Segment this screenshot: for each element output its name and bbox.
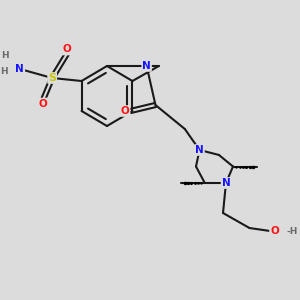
Text: O: O (39, 98, 48, 109)
Text: N: N (142, 61, 151, 71)
Text: O: O (62, 44, 71, 55)
Text: N: N (16, 64, 24, 74)
Text: N: N (195, 145, 204, 155)
Text: O: O (121, 106, 130, 116)
Text: H: H (0, 68, 8, 76)
Text: -H: -H (286, 226, 298, 236)
Text: S: S (48, 73, 56, 83)
Text: O: O (270, 226, 279, 236)
Text: N: N (222, 178, 230, 188)
Text: H: H (2, 51, 9, 60)
